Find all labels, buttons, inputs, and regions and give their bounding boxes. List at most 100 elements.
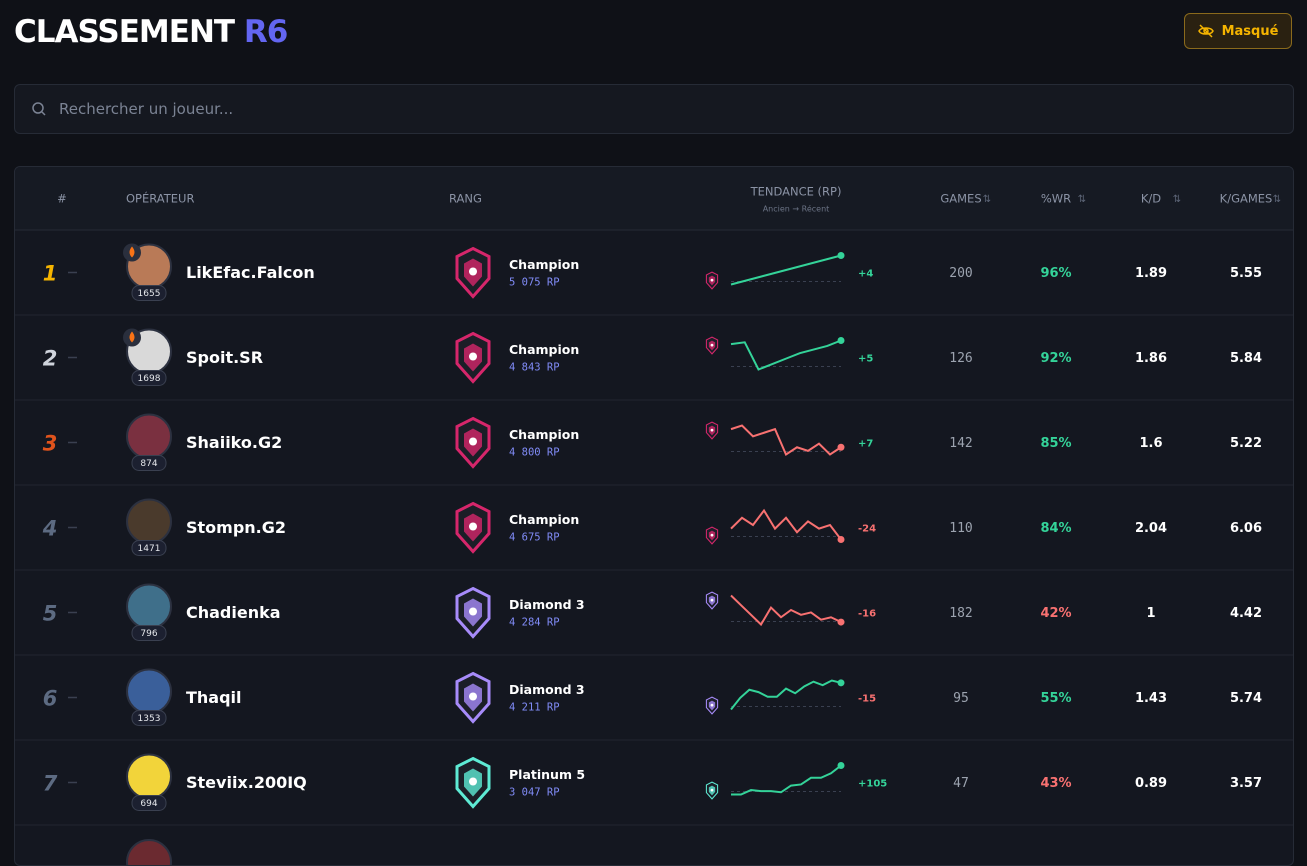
trend-delta: -16	[858, 609, 876, 620]
trend-delta: +105	[858, 779, 887, 790]
trend-tier-icon	[705, 696, 719, 715]
tier-icon	[455, 331, 491, 384]
sort-icon: ⇅	[1173, 194, 1181, 205]
column-header: RANG	[449, 192, 482, 206]
k-games: 5.74	[1230, 691, 1262, 706]
player-level: 1655	[138, 289, 161, 299]
title-accent: R6	[243, 14, 288, 50]
player-name: Shaiiko.G2	[186, 433, 282, 452]
shield-core	[710, 278, 714, 282]
level-pill	[131, 795, 167, 811]
tier-name: Platinum 5	[509, 767, 585, 782]
rank-number: 5	[43, 602, 58, 626]
shield-core	[710, 428, 714, 432]
hide-button[interactable]: Masqué	[1184, 13, 1292, 49]
player-name: Stompn.G2	[186, 518, 286, 537]
trend-delta: +4	[858, 269, 873, 280]
win-rate: 85%	[1040, 436, 1071, 451]
title: CLASSEMENT R6	[14, 14, 288, 50]
k-games: 5.22	[1230, 436, 1262, 451]
shield-core	[710, 703, 714, 707]
win-rate: 43%	[1040, 776, 1071, 791]
avatar	[126, 583, 172, 630]
player-name: Thaqil	[186, 688, 242, 707]
trend-tier-icon	[705, 271, 719, 290]
player-level: 796	[140, 629, 157, 639]
player-level: 1471	[138, 544, 161, 554]
shield-core	[469, 607, 477, 616]
trend-line	[730, 594, 842, 627]
kd: 1.43	[1135, 691, 1167, 706]
avatar	[126, 498, 172, 545]
column-header: K/D	[1141, 192, 1161, 206]
level-pill	[131, 285, 167, 301]
trend-tier-icon	[705, 781, 719, 800]
kd: 0.89	[1135, 776, 1167, 791]
shield-core	[710, 343, 714, 347]
k-games: 5.55	[1230, 266, 1262, 281]
tier-name: Diamond 3	[509, 597, 585, 612]
leaderboard-svg: # OPÉRATEUR RANG TENDANCE (RP) GAMES ⇅ %WR ⇅ K/D…	[15, 167, 1293, 865]
column-header: #	[57, 192, 67, 206]
player-name: Chadienka	[186, 603, 281, 622]
level-pill	[131, 625, 167, 641]
trend-tier-icon	[705, 526, 719, 545]
hot-icon	[129, 246, 135, 258]
shield-core	[469, 522, 477, 531]
tier-name: Champion	[509, 512, 579, 527]
tier-icon	[455, 756, 491, 809]
level-pill	[131, 710, 167, 726]
header-bg	[15, 167, 1293, 230]
column-header: K/GAMES	[1220, 192, 1273, 206]
tier-rp: 4 800 RP	[509, 447, 560, 459]
kd: 1	[1146, 606, 1155, 621]
win-rate: 42%	[1040, 606, 1071, 621]
trend-tier-icon	[705, 336, 719, 355]
page: CLASSEMENT R6 Masqué Rechercher un joueu…	[14, 13, 1294, 866]
trend-tier-icon	[705, 421, 719, 440]
avatar	[126, 413, 172, 460]
tier-rp: 5 075 RP	[509, 277, 560, 289]
tier-icon	[455, 246, 491, 299]
rank-number: 6	[43, 687, 58, 711]
tier-name: Champion	[509, 257, 579, 272]
games: 126	[949, 351, 972, 366]
sort-icon: ⇅	[983, 194, 991, 205]
games: 95	[953, 691, 969, 706]
games: 142	[949, 436, 972, 451]
win-rate: 92%	[1040, 351, 1071, 366]
player-name: LikEfac.Falcon	[186, 263, 315, 282]
win-rate: 55%	[1040, 691, 1071, 706]
sort-icon: ⇅	[1078, 194, 1086, 205]
avatar	[126, 668, 172, 715]
trend-line	[730, 254, 842, 286]
level-pill	[131, 370, 167, 386]
player-level: 874	[140, 459, 157, 469]
leaderboard: # OPÉRATEUR RANG TENDANCE (RP) GAMES ⇅ %WR ⇅ K/D…	[14, 166, 1294, 866]
column-header: TENDANCE (RP)	[750, 185, 842, 199]
trend-line	[730, 679, 842, 711]
player-level: 1698	[138, 374, 161, 384]
column-header: OPÉRATEUR	[126, 191, 194, 206]
avatar	[126, 753, 172, 800]
tier-name: Champion	[509, 427, 579, 442]
tier-rp: 4 843 RP	[509, 362, 560, 374]
player-name: Spoit.SR	[186, 348, 263, 367]
kd: 1.86	[1135, 351, 1167, 366]
title-text: CLASSEMENT	[14, 14, 235, 50]
search-box[interactable]: Rechercher un joueur...	[14, 84, 1294, 134]
tier-name: Diamond 3	[509, 682, 585, 697]
tier-icon	[455, 671, 491, 724]
column-header: %WR	[1041, 192, 1071, 206]
shield-core	[469, 267, 477, 276]
tier-rp: 3 047 RP	[509, 787, 560, 799]
shield-core	[469, 352, 477, 361]
trend-tier-icon	[705, 591, 719, 610]
search-placeholder: Rechercher un joueur...	[59, 100, 234, 118]
shield-core	[469, 437, 477, 446]
tier-name: Champion	[509, 342, 579, 357]
rank-number: 3	[43, 432, 58, 456]
tier-rp: 4 211 RP	[509, 702, 560, 714]
trend-line	[731, 764, 842, 796]
k-games: 5.84	[1230, 351, 1262, 366]
